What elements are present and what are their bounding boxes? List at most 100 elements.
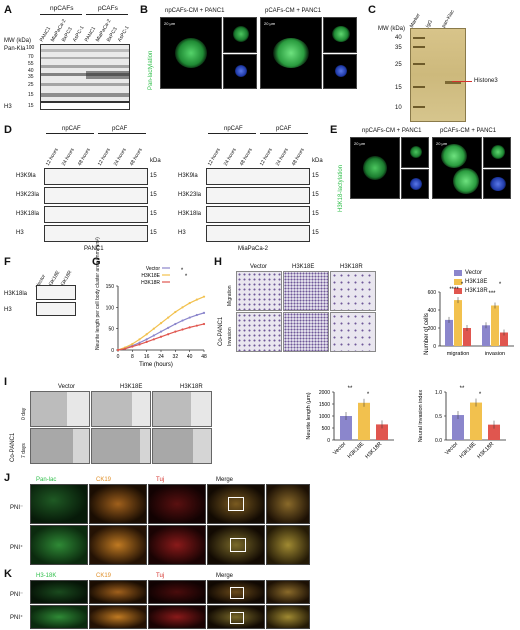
- c-mw-header: MW (kDa): [378, 26, 405, 32]
- h-legend: Vector H3K18E H3K18R: [454, 268, 488, 295]
- i-row-0: 0 day: [21, 407, 27, 420]
- k-neg-ck19: [89, 580, 147, 604]
- i1-sig-2: *: [367, 392, 370, 398]
- i2-bar-1: [470, 402, 482, 440]
- a-mw-35: 35: [28, 74, 34, 80]
- g-xlabel: Time (hours): [139, 362, 173, 368]
- g-xtick-label: 32: [173, 354, 179, 360]
- d1-t5: 24 hours: [112, 147, 128, 167]
- i1-ytick-label: 1000: [319, 414, 330, 420]
- h-bar-invasion-vector: [482, 325, 490, 346]
- e-p-blue: [483, 169, 511, 199]
- j-row-pos: PNI⁺: [10, 545, 24, 551]
- g-point: [138, 343, 141, 346]
- g-point: [131, 345, 134, 348]
- g-point: [152, 327, 155, 330]
- d1-cellline: PANC1: [84, 246, 104, 252]
- i-side: Co-PANC1: [10, 432, 16, 462]
- b-p-green: [323, 17, 357, 53]
- a-row-h3: H3: [4, 104, 12, 110]
- j-ch-ck19: CK19: [96, 477, 112, 483]
- k-pos-tuj: [148, 605, 206, 629]
- h-row-mig: Migration: [227, 285, 233, 306]
- h-row-inv: Invasion: [227, 327, 233, 346]
- g-point: [145, 340, 148, 343]
- h-bar-invasion-h3k18r: [500, 332, 508, 346]
- d2-mw1: 15: [312, 173, 319, 179]
- g-point: [181, 306, 184, 309]
- d1-line-np: [46, 133, 94, 134]
- j-neg-ck19: [89, 484, 147, 524]
- d2-row-k18: H3K18la: [178, 211, 202, 217]
- j-neg-merge: [207, 484, 265, 524]
- group-line-pcafs: [86, 14, 128, 15]
- d2-row-k9: H3K9la: [178, 173, 198, 179]
- d1-row-k18: H3K18la: [16, 211, 40, 217]
- e-np-large: 20 μm: [350, 137, 400, 199]
- i2-bar-2: [488, 424, 500, 440]
- k-neg-zoom: [266, 580, 310, 604]
- d2-mw4: 15: [312, 230, 319, 236]
- d1-row-k23: H3K23la: [16, 192, 40, 198]
- g-point: [116, 348, 120, 352]
- h-ytick-label: 0: [433, 344, 436, 350]
- g-ytick-label: 50: [108, 327, 114, 333]
- i1-ytick-label: 2000: [319, 390, 330, 396]
- i-col-e: H3K18E: [120, 384, 143, 390]
- group-npcafs: npCAFs: [50, 5, 74, 12]
- k-neg-tuj: [148, 580, 206, 604]
- panel-h-label: H: [214, 256, 222, 268]
- h-col-r: H3K18R: [340, 264, 363, 270]
- silver-gel: [410, 28, 466, 122]
- e-np-blue: [401, 169, 429, 199]
- j-pos-panlac: [30, 525, 88, 565]
- h-col-e: H3K18E: [292, 264, 315, 270]
- i2-sig-2: *: [479, 392, 482, 398]
- d1-mw4: 15: [150, 230, 157, 236]
- g-point: [131, 342, 134, 346]
- h-bar-migration-vector: [445, 319, 453, 346]
- panel-f-label: F: [4, 256, 11, 268]
- g-point: [145, 333, 148, 336]
- j-row-neg: PNI⁻: [10, 505, 24, 511]
- e-cond-p: pCAFs-CM + PANC1: [440, 128, 497, 134]
- i1-bar-2: [376, 424, 388, 440]
- d2-kda: kDa: [312, 158, 323, 164]
- d2-t1: 12 hours: [206, 147, 222, 167]
- b-cond-np: npCAFs-CM + PANC1: [165, 8, 225, 14]
- g-point: [181, 328, 184, 331]
- legend-swatch-r: [454, 287, 462, 294]
- c-lane-panklac: pan-Klac: [440, 8, 456, 29]
- i1-cat-2: H3K18R: [364, 441, 383, 460]
- g-point: [167, 333, 170, 336]
- e-scale-2: 20 μm: [436, 141, 448, 146]
- b-p-blue: [323, 54, 357, 89]
- b-np-large: 20 μm: [160, 17, 222, 89]
- legend-swatch-vector: [454, 269, 462, 276]
- i-col-r: H3K18R: [180, 384, 203, 390]
- d2-mw3: 15: [312, 211, 319, 217]
- g-point: [188, 316, 191, 319]
- d1-t6: 48 hours: [128, 147, 144, 167]
- a-mw-25: 25: [28, 82, 34, 88]
- a-mw-100: 100: [26, 45, 35, 51]
- d2-group-np: npCAF: [224, 126, 243, 132]
- d1-kda: kDa: [150, 158, 161, 164]
- i1-bar-0: [340, 416, 352, 440]
- g-point: [174, 310, 177, 314]
- g-legend-label: H3K18R: [141, 280, 160, 286]
- g-point: [195, 313, 198, 317]
- i2-cat-0: Vector: [444, 441, 459, 456]
- i1-ytick-label: 0: [327, 438, 330, 444]
- h-mig-r: [330, 271, 376, 311]
- group-line-npcafs: [40, 14, 82, 15]
- i1-ytick-label: 500: [322, 426, 331, 432]
- c-histone3: Histone3: [474, 78, 498, 84]
- b-np-blue: [223, 54, 257, 89]
- e-p-large: 20 μm: [432, 137, 482, 199]
- i-7-e: [91, 428, 151, 464]
- k-ch-tuj: Tuj: [156, 573, 165, 579]
- d1-blot-k23: [44, 187, 148, 204]
- d1-group-p: pCAF: [112, 126, 128, 132]
